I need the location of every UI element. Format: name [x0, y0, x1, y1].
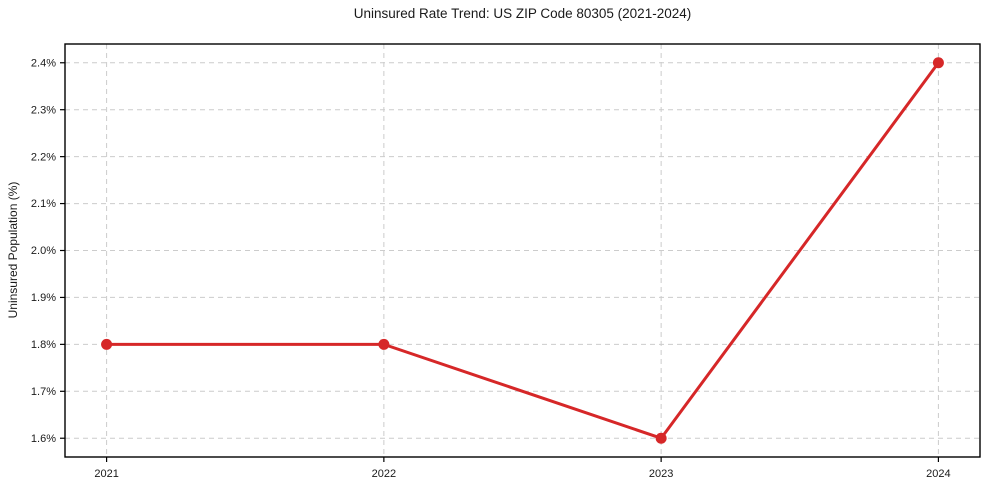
y-tick-label: 2.1%: [31, 198, 56, 210]
y-tick-label: 1.7%: [31, 386, 56, 398]
data-point-marker: [932, 57, 944, 69]
y-tick-label: 2.0%: [31, 245, 56, 257]
y-tick-label: 2.4%: [31, 57, 56, 69]
data-point-marker: [655, 432, 667, 444]
y-tick-label: 1.8%: [31, 339, 56, 351]
data-point-marker: [101, 338, 113, 350]
x-tick-label: 2023: [649, 468, 673, 480]
x-tick-label: 2024: [926, 468, 950, 480]
trend-line: [105, 61, 940, 440]
x-tick-label: 2022: [372, 468, 396, 480]
y-tick-label: 2.3%: [31, 104, 56, 116]
data-point-marker: [378, 338, 390, 350]
chart-title: Uninsured Rate Trend: US ZIP Code 80305 …: [353, 6, 692, 21]
x-tick-label: 2021: [94, 468, 118, 480]
y-tick-label: 2.2%: [31, 151, 56, 163]
y-tick-label: 1.6%: [31, 433, 56, 445]
y-tick-label: 1.9%: [31, 292, 56, 304]
